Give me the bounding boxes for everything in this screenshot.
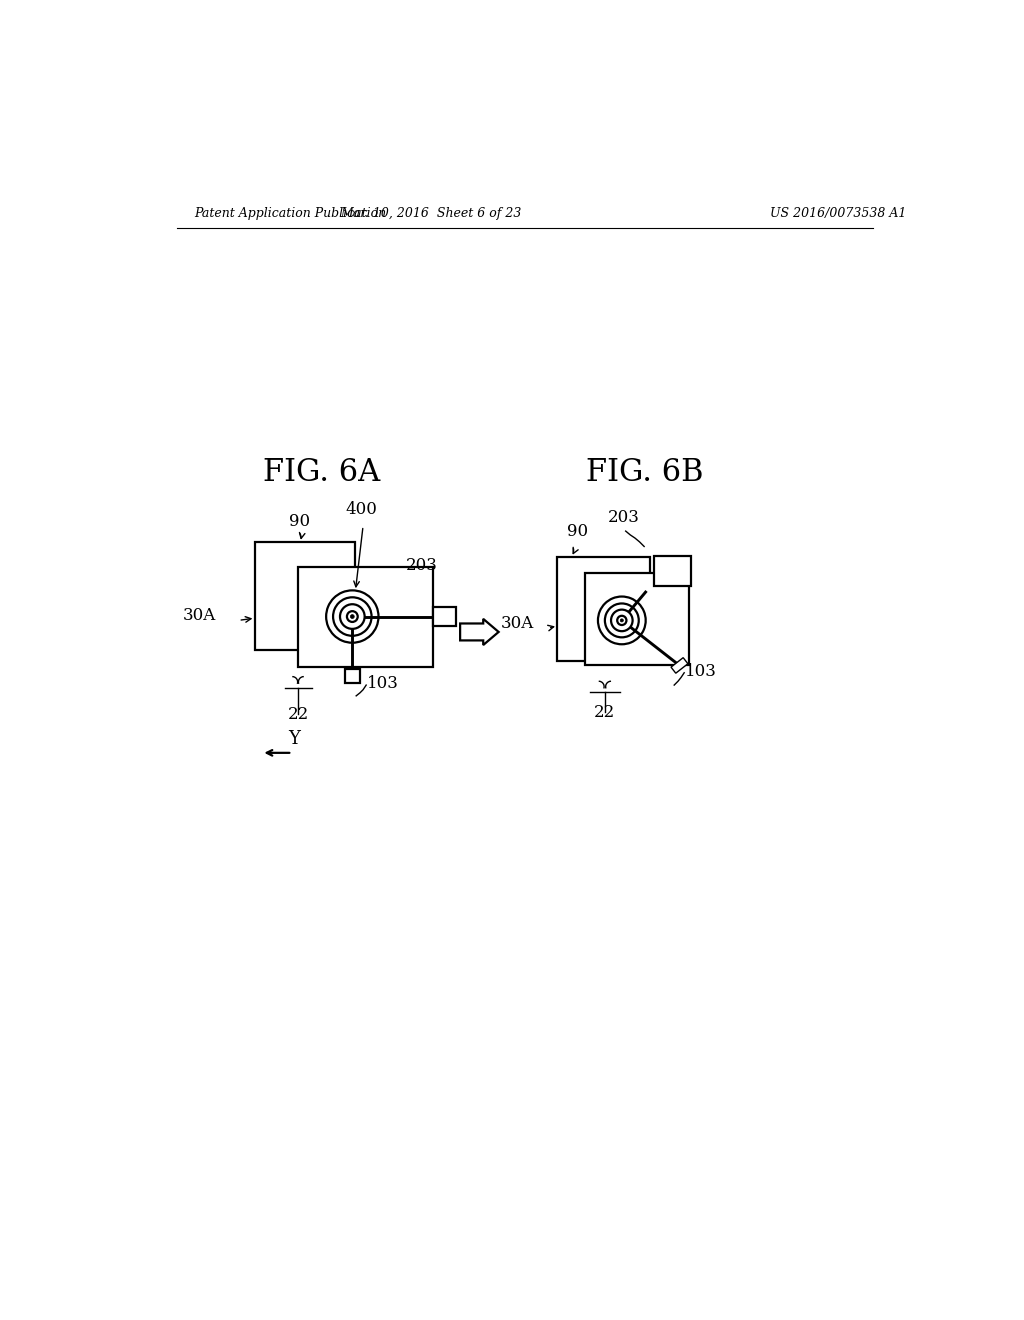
Text: 30A: 30A [501,615,535,632]
Text: Patent Application Publication: Patent Application Publication [194,207,386,220]
Text: 22: 22 [594,705,615,722]
Circle shape [350,615,354,619]
Text: Y: Y [289,730,300,747]
Circle shape [621,619,624,622]
Text: 103: 103 [685,663,717,680]
Text: 203: 203 [407,557,438,574]
Text: FIG. 6A: FIG. 6A [263,457,380,488]
Text: 103: 103 [367,675,398,692]
Circle shape [611,610,633,631]
Circle shape [617,615,627,626]
Bar [345,669,360,682]
Text: Mar. 10, 2016  Sheet 6 of 23: Mar. 10, 2016 Sheet 6 of 23 [340,207,521,220]
Bar [298,566,433,667]
Polygon shape [671,657,688,673]
Text: 203: 203 [607,508,639,525]
Circle shape [340,605,365,628]
Polygon shape [460,619,499,645]
Bar [255,543,355,649]
Text: 90: 90 [289,513,310,531]
Text: 400: 400 [346,502,378,519]
Text: 30A: 30A [182,607,216,624]
Bar [654,557,691,586]
Text: FIG. 6B: FIG. 6B [586,457,703,488]
Bar [433,607,457,626]
Bar [557,557,649,661]
Text: 90: 90 [567,523,588,540]
Bar [585,573,689,665]
Text: 22: 22 [288,706,309,723]
Circle shape [347,611,357,622]
Text: US 2016/0073538 A1: US 2016/0073538 A1 [770,207,906,220]
